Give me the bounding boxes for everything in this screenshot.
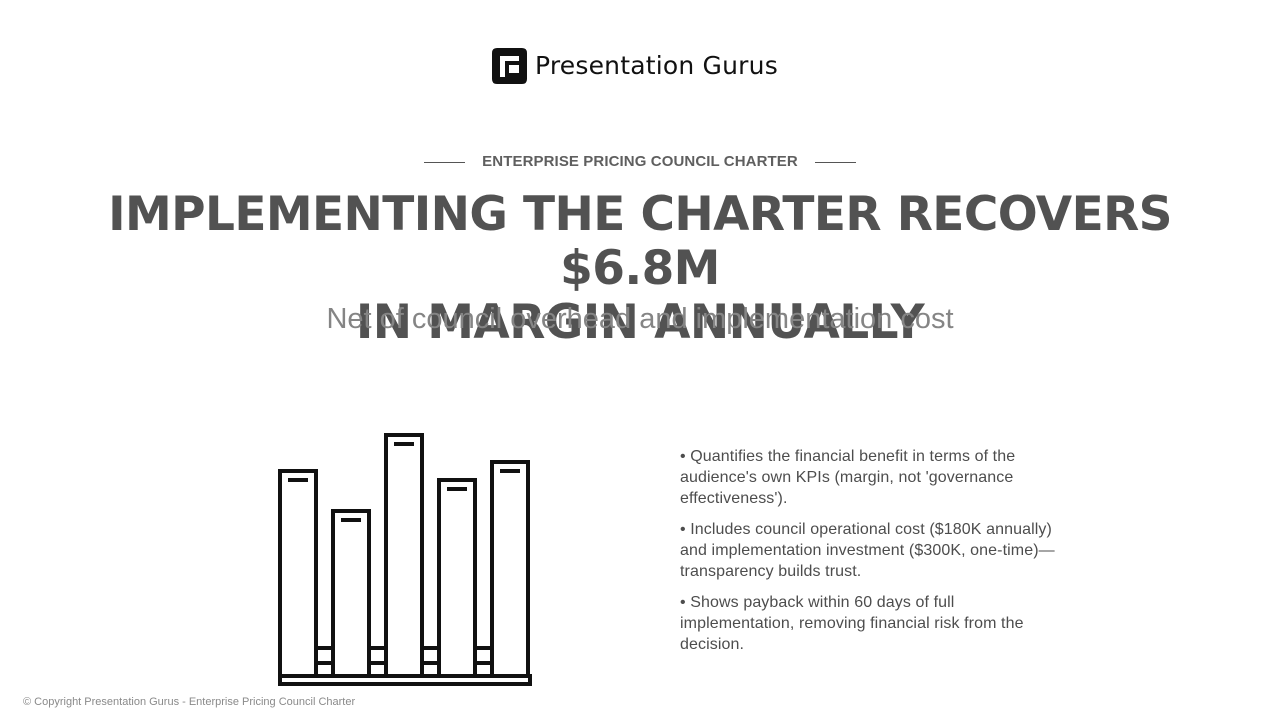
bullet-list: • Quantifies the financial benefit in te… xyxy=(680,446,1070,665)
page-title: IMPLEMENTING THE CHARTER RECOVERS $6.8M … xyxy=(40,188,1240,350)
bullet-item: • Shows payback within 60 days of full i… xyxy=(680,594,1024,653)
bar-chart-icon xyxy=(278,433,532,686)
bullet-item: • Quantifies the financial benefit in te… xyxy=(680,448,1016,507)
eyebrow-divider-left xyxy=(424,161,466,163)
eyebrow-divider-right xyxy=(814,161,856,163)
brand-logo: Presentation Gurus xyxy=(492,47,778,85)
eyebrow: ENTERPRISE PRICING COUNCIL CHARTER xyxy=(0,152,1280,172)
copyright-footer: © Copyright Presentation Gurus - Enterpr… xyxy=(23,696,356,708)
subtitle: Net of council overhead and implementati… xyxy=(326,303,954,335)
logo-text: Presentation Gurus xyxy=(535,51,778,80)
page-title-line-1: IMPLEMENTING THE CHARTER RECOVERS $6.8M xyxy=(108,187,1172,296)
presentation-gurus-logo-icon xyxy=(492,48,527,84)
bullet-item: • Includes council operational cost ($18… xyxy=(680,521,1055,580)
eyebrow-text: ENTERPRISE PRICING COUNCIL CHARTER xyxy=(482,153,798,170)
page-title-line-2: IN MARGIN ANNUALLY xyxy=(355,295,925,350)
